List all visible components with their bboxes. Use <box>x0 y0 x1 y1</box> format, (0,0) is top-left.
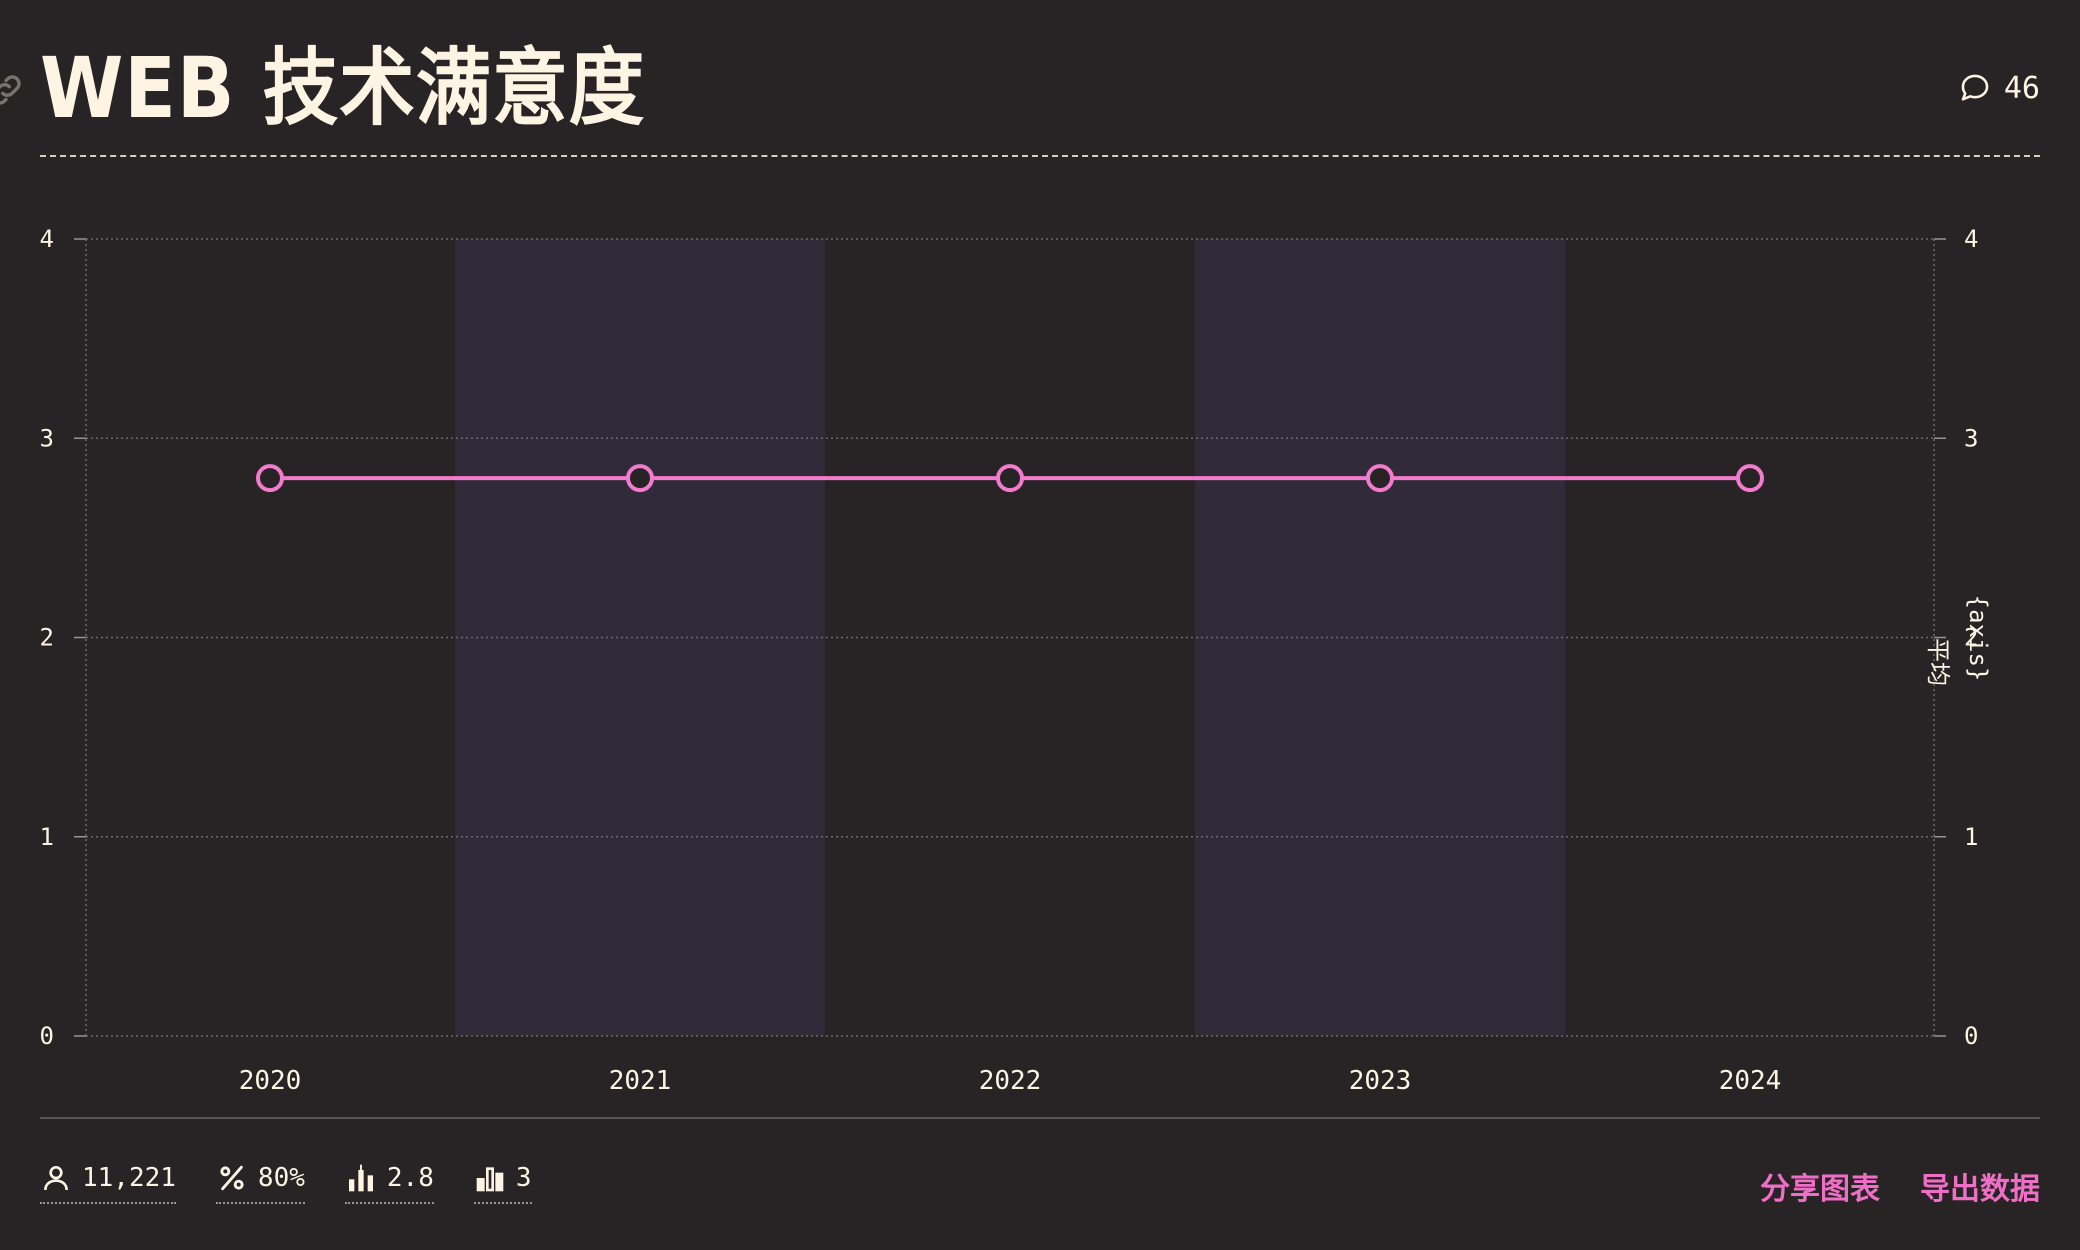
user-icon <box>44 1166 68 1191</box>
x-axis: 2020 2021 2022 2023 2024 <box>239 1066 1782 1096</box>
x-tick-label: 2023 <box>1349 1066 1412 1096</box>
category-band-2023 <box>1195 239 1565 1036</box>
comment-count: 46 <box>2003 70 2040 106</box>
data-point-2024[interactable] <box>1736 464 1764 493</box>
bar-average-icon <box>348 1164 373 1192</box>
bar-count-icon <box>476 1167 504 1192</box>
y-axis-right: 0 1 2 3 4 <box>1934 225 1978 1050</box>
y-tick-label-right: 4 <box>1964 225 1978 253</box>
respondents-stat[interactable]: 11,221 <box>40 1162 176 1204</box>
average-stat[interactable]: 2.8 <box>344 1162 434 1204</box>
data-point-2023[interactable] <box>1366 464 1394 493</box>
data-point-2022[interactable] <box>996 464 1024 493</box>
y-tick-label-right: 1 <box>1964 823 1978 851</box>
count-stat[interactable]: 3 <box>473 1162 532 1204</box>
average-value: 2.8 <box>386 1163 434 1193</box>
chart-actions: 分享图表 导出数据 <box>1760 1164 2040 1208</box>
data-point-2020[interactable] <box>256 464 284 493</box>
y-tick-label-right: 0 <box>1964 1022 1978 1050</box>
count-value: 3 <box>515 1163 532 1193</box>
y-tick-label-left: 0 <box>40 1022 54 1050</box>
percentage-value: 80% <box>257 1163 305 1193</box>
comment-icon <box>1961 74 1989 101</box>
percentage-stat[interactable]: 80% <box>215 1162 305 1204</box>
category-band-2021 <box>455 239 825 1036</box>
data-point-2021[interactable] <box>626 464 654 493</box>
y-axis-left: 0 1 2 3 4 <box>40 225 86 1050</box>
x-tick-label: 2021 <box>609 1066 672 1096</box>
export-data-button[interactable]: 导出数据 <box>1920 1172 2040 1207</box>
x-tick-label: 2020 <box>239 1066 302 1096</box>
x-tick-label: 2022 <box>979 1066 1042 1096</box>
y-tick-label-left: 4 <box>40 225 54 253</box>
y-tick-label-left: 2 <box>40 624 54 652</box>
y-tick-label-right: 2 <box>1964 624 1978 652</box>
y-tick-label-left: 3 <box>40 424 54 452</box>
page-title: WEB 技术满意度 <box>40 39 646 137</box>
series-line <box>256 464 1764 493</box>
x-tick-label: 2024 <box>1719 1066 1782 1096</box>
stats-bar: 11,221 80% 2.8 3 <box>40 1162 532 1204</box>
y-tick-label-left: 1 <box>40 823 54 851</box>
link-icon[interactable] <box>0 70 26 110</box>
share-chart-button[interactable]: 分享图表 <box>1760 1172 1880 1207</box>
comments-button[interactable]: 46 <box>1958 66 2040 110</box>
footer-divider <box>40 1117 2040 1119</box>
right-axis-label-axis: {axis} <box>1964 595 1992 682</box>
y-tick-label-right: 3 <box>1964 424 1978 452</box>
right-axis-label-average: 平均 <box>1924 638 1952 686</box>
respondents-value: 11,221 <box>82 1163 176 1193</box>
percent-icon <box>220 1165 244 1191</box>
grid-lines <box>85 238 1935 1037</box>
title-divider <box>40 155 2040 157</box>
